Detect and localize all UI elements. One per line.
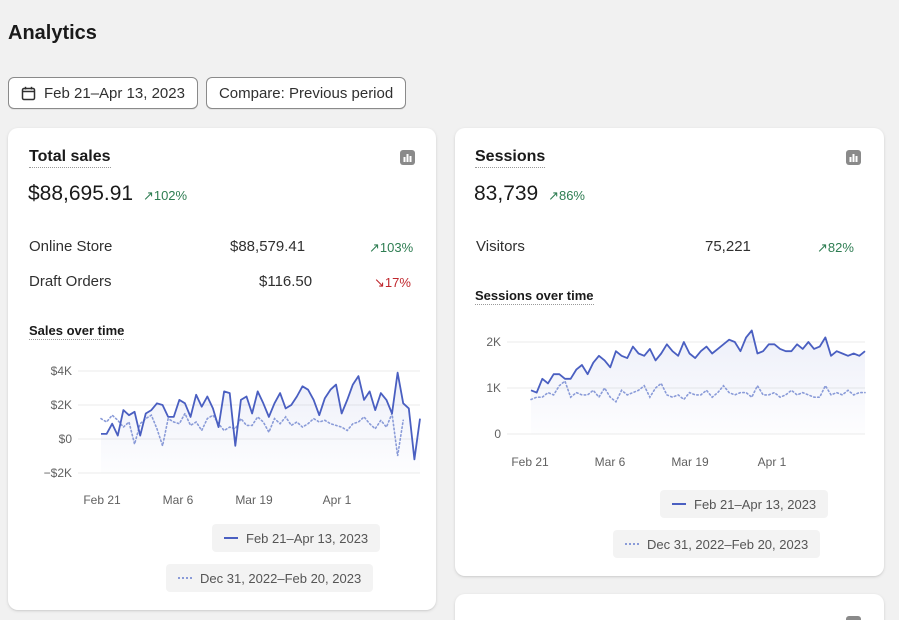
legend-label: Feb 21–Apr 13, 2023 <box>246 530 369 546</box>
online-store-label: Online Store <box>29 238 113 255</box>
y-tick-label: −$2K <box>44 466 72 480</box>
solid-line-swatch <box>672 503 686 505</box>
calendar-icon <box>21 86 36 101</box>
dotted-line-swatch <box>178 577 192 579</box>
chart-icon[interactable] <box>846 616 861 620</box>
sessions-value: 83,739 ↗86% <box>474 182 585 205</box>
third-card <box>455 594 884 620</box>
current-period-line <box>530 329 866 394</box>
date-range-label: Feb 21–Apr 13, 2023 <box>44 84 185 102</box>
x-tick-label: Mar 19 <box>671 455 709 469</box>
page-title: Analytics <box>8 22 97 44</box>
draft-orders-label: Draft Orders <box>29 273 112 290</box>
legend-label: Dec 31, 2022–Feb 20, 2023 <box>647 536 809 552</box>
sales-legend-previous[interactable]: Dec 31, 2022–Feb 20, 2023 <box>166 564 374 592</box>
toolbar: Feb 21–Apr 13, 2023 Compare: Previous pe… <box>8 77 407 109</box>
sales-legend-current[interactable]: Feb 21–Apr 13, 2023 <box>212 524 381 552</box>
compare-button[interactable]: Compare: Previous period <box>205 77 407 109</box>
sessions-card: Sessions 83,739 ↗86% Visitors 75,221 ↗82… <box>455 128 884 576</box>
date-range-button[interactable]: Feb 21–Apr 13, 2023 <box>8 77 198 109</box>
y-tick-label: $4K <box>51 364 72 378</box>
compare-label: Compare: Previous period <box>218 84 394 102</box>
draft-orders-value: $116.50 <box>259 273 313 290</box>
visitors-label: Visitors <box>476 238 525 255</box>
y-tick-label: $2K <box>51 398 72 412</box>
sessions-legend-previous[interactable]: Dec 31, 2022–Feb 20, 2023 <box>613 530 821 558</box>
sales-chart-title[interactable]: Sales over time <box>29 323 125 340</box>
previous-period-line <box>100 410 405 457</box>
previous-period-line <box>530 379 866 404</box>
dotted-line-swatch <box>625 543 639 545</box>
sessions-chart-title[interactable]: Sessions over time <box>475 288 594 305</box>
x-tick-label: Mar 19 <box>235 493 273 507</box>
series-area <box>101 372 420 473</box>
x-tick-label: Mar 6 <box>163 493 194 507</box>
online-store-value: $88,579.41 <box>230 238 306 255</box>
total-sales-title[interactable]: Total sales <box>29 148 111 168</box>
legend-label: Dec 31, 2022–Feb 20, 2023 <box>200 570 362 586</box>
solid-line-swatch <box>224 537 238 539</box>
sessions-chart[interactable]: 2K 1K 0 Feb 21 Mar 6 Mar 19 Apr 1 <box>455 324 884 474</box>
draft-orders-change: ↘17% <box>374 275 411 290</box>
visitors-change: ↗82% <box>817 240 854 255</box>
total-sales-value: $88,695.91 ↗102% <box>28 182 188 205</box>
x-tick-label: Feb 21 <box>511 455 549 469</box>
x-tick-label: Mar 6 <box>595 455 626 469</box>
online-store-change: ↗103% <box>369 240 414 255</box>
total-sales-card: Total sales $88,695.91 ↗102% Online Stor… <box>8 128 436 610</box>
y-tick-label: $0 <box>59 432 73 446</box>
series-area <box>531 330 865 434</box>
chart-icon[interactable] <box>400 150 415 165</box>
total-sales-change: ↗102% <box>142 188 188 203</box>
sessions-legend-current[interactable]: Feb 21–Apr 13, 2023 <box>660 490 829 518</box>
y-tick-label: 1K <box>486 381 501 395</box>
current-period-line <box>101 371 421 461</box>
x-tick-label: Apr 1 <box>758 455 787 469</box>
sessions-change: ↗86% <box>548 188 585 203</box>
visitors-value: 75,221 <box>705 238 751 255</box>
sales-chart[interactable]: $4K $2K $0 −$2K Feb 21 Mar 6 Mar 19 Apr 1 <box>8 350 436 510</box>
y-tick-label: 0 <box>494 427 501 441</box>
sessions-title[interactable]: Sessions <box>475 148 546 168</box>
x-tick-label: Feb 21 <box>83 493 121 507</box>
chart-icon[interactable] <box>846 150 861 165</box>
y-tick-label: 2K <box>486 335 501 349</box>
legend-label: Feb 21–Apr 13, 2023 <box>694 496 817 512</box>
x-tick-label: Apr 1 <box>323 493 352 507</box>
